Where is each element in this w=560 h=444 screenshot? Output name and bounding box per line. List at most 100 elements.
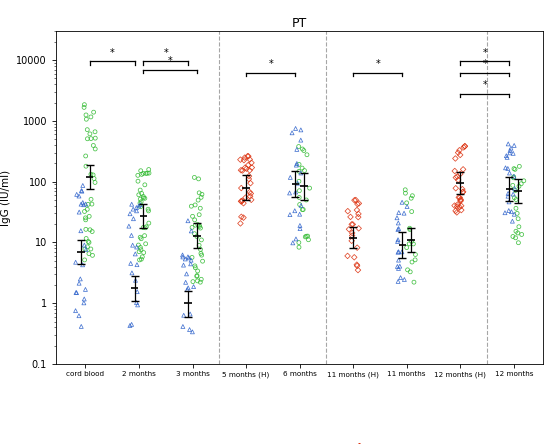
Point bbox=[133, 261, 142, 268]
Point bbox=[87, 196, 96, 203]
Point bbox=[195, 242, 204, 249]
Point bbox=[350, 254, 359, 261]
Point bbox=[196, 246, 205, 253]
Point bbox=[295, 187, 304, 194]
Point bbox=[348, 230, 357, 237]
Point bbox=[291, 235, 300, 242]
Point bbox=[510, 142, 519, 149]
Point bbox=[197, 250, 206, 257]
Point bbox=[133, 301, 142, 309]
Point bbox=[502, 152, 511, 159]
Point bbox=[452, 209, 461, 216]
Point bbox=[81, 201, 90, 208]
Point bbox=[197, 236, 206, 243]
Point bbox=[242, 165, 251, 172]
Point bbox=[240, 157, 249, 164]
Point bbox=[136, 201, 144, 208]
Point bbox=[81, 286, 90, 293]
Point bbox=[286, 174, 295, 181]
Point bbox=[140, 232, 149, 239]
Point bbox=[77, 201, 86, 208]
Point bbox=[300, 167, 309, 174]
Point bbox=[354, 200, 363, 207]
Point bbox=[514, 230, 522, 237]
Point bbox=[190, 262, 199, 270]
Point bbox=[515, 223, 524, 230]
Point bbox=[142, 223, 151, 230]
Point bbox=[80, 104, 88, 111]
Point bbox=[184, 217, 193, 224]
Point bbox=[295, 168, 304, 175]
Point bbox=[186, 257, 195, 264]
Point bbox=[511, 166, 520, 173]
Point bbox=[131, 250, 140, 258]
Point bbox=[181, 255, 190, 262]
Point bbox=[77, 323, 86, 330]
Point bbox=[245, 156, 254, 163]
Point bbox=[515, 163, 524, 170]
Point bbox=[236, 220, 245, 227]
Point bbox=[82, 116, 91, 123]
Point bbox=[458, 189, 467, 196]
Point bbox=[456, 151, 465, 159]
Point bbox=[403, 203, 412, 210]
Point bbox=[239, 214, 248, 221]
Point bbox=[295, 239, 304, 246]
Point bbox=[236, 156, 245, 163]
Point bbox=[288, 239, 297, 246]
Point bbox=[343, 208, 352, 215]
Point bbox=[139, 170, 148, 177]
Point bbox=[129, 215, 138, 222]
Point bbox=[296, 222, 305, 229]
Point bbox=[298, 206, 307, 213]
Point bbox=[188, 224, 197, 231]
Point bbox=[298, 146, 307, 153]
Point bbox=[137, 171, 146, 178]
Point bbox=[407, 194, 416, 202]
Point bbox=[507, 208, 516, 215]
Point bbox=[128, 270, 137, 277]
Point bbox=[305, 185, 314, 192]
Point bbox=[184, 284, 193, 291]
Point bbox=[184, 254, 193, 262]
Point bbox=[238, 167, 247, 174]
Point bbox=[76, 227, 85, 234]
Point bbox=[347, 237, 356, 244]
Point bbox=[198, 258, 207, 265]
Point bbox=[460, 143, 469, 150]
Point bbox=[394, 225, 403, 232]
Point bbox=[451, 185, 460, 192]
Point bbox=[74, 209, 83, 216]
Point bbox=[503, 193, 512, 200]
Point bbox=[83, 201, 92, 208]
Point bbox=[455, 147, 464, 154]
Point bbox=[248, 164, 256, 171]
Point bbox=[72, 191, 81, 198]
Point bbox=[456, 196, 465, 203]
Point bbox=[459, 188, 468, 195]
Point bbox=[352, 261, 361, 268]
Point bbox=[505, 149, 514, 156]
Point bbox=[83, 206, 92, 213]
Point bbox=[136, 234, 144, 241]
Point bbox=[401, 190, 410, 197]
Point bbox=[193, 272, 202, 279]
Point bbox=[508, 190, 517, 198]
Point bbox=[188, 328, 197, 335]
Point bbox=[297, 202, 306, 209]
Point bbox=[91, 145, 100, 152]
Point bbox=[510, 173, 519, 180]
Point bbox=[351, 196, 360, 203]
Point bbox=[90, 175, 99, 182]
Point bbox=[295, 194, 304, 201]
Point bbox=[79, 201, 88, 208]
Point bbox=[181, 279, 190, 286]
Point bbox=[460, 143, 469, 150]
Point bbox=[86, 113, 95, 120]
Point bbox=[81, 226, 90, 233]
Point bbox=[292, 160, 301, 167]
Point bbox=[508, 150, 517, 157]
Point bbox=[459, 166, 468, 173]
Point bbox=[453, 173, 462, 180]
Point bbox=[517, 231, 526, 238]
